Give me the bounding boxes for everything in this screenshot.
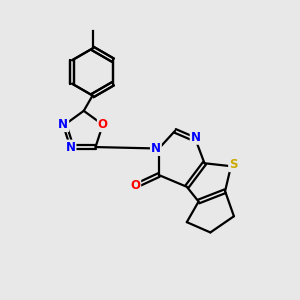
- Text: N: N: [65, 141, 76, 154]
- Text: O: O: [130, 179, 140, 192]
- Text: N: N: [58, 118, 68, 131]
- Text: O: O: [98, 118, 108, 131]
- Text: N: N: [190, 131, 201, 144]
- Text: N: N: [151, 142, 161, 155]
- Text: S: S: [229, 158, 238, 171]
